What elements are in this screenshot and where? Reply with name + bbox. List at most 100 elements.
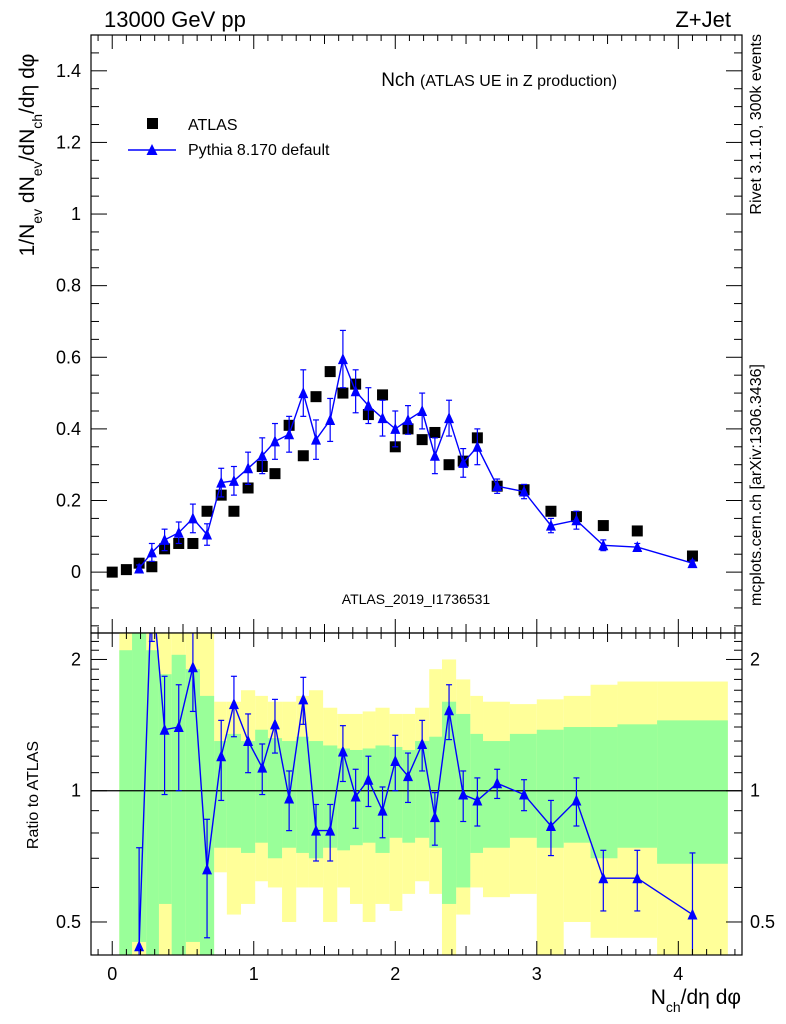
ratio-pythia-point [159, 723, 170, 735]
atlas-data-point [597, 520, 609, 532]
ratio-pythia-point [134, 940, 145, 952]
ratio-pythia-point [269, 718, 280, 730]
pythia-data-point [243, 462, 254, 474]
ratio-pythia-point [519, 788, 530, 800]
pythia-data-point [187, 512, 198, 524]
ratio-pythia-point [492, 777, 503, 789]
pythia-data-point [687, 557, 698, 569]
ratio-y-tick-labels: 0.5 0.5 1 1 2 2 [56, 649, 775, 932]
ratio-band-green [323, 745, 338, 848]
ratio-pythia-point [228, 698, 239, 710]
x-tick-labels: 0 1 2 3 4 [107, 964, 683, 984]
pythia-data-point [173, 526, 184, 538]
atlas-data-point [297, 450, 309, 462]
main-y-tick-label: 1.4 [56, 61, 81, 81]
main-plot-area [106, 329, 698, 578]
ratio-pythia-point [311, 824, 322, 836]
main-y-tick-labels: 0 0.2 0.4 0.6 0.8 1 1.2 1.4 [56, 61, 81, 582]
ratio-pythia-point [350, 790, 361, 802]
ratio-band-green [158, 674, 172, 904]
pythia-data-point [228, 474, 239, 486]
atlas-data-point [146, 561, 158, 573]
legend: ATLAS Pythia 8.170 default [128, 117, 330, 159]
ratio-panel: 0.5 0.5 1 1 2 2 0 1 2 3 4 Ratio to ATLAS Nch/dη d… [25, 577, 775, 1015]
pythia-data-point [202, 528, 213, 540]
ratio-band-green [185, 669, 200, 942]
ratio-pythia-point [284, 792, 295, 804]
ratio-band-green [590, 727, 618, 859]
pythia-data-point [598, 539, 609, 551]
atlas-data-point [686, 550, 698, 562]
main-axis-ticks [91, 35, 742, 633]
ratio-band-green [255, 729, 268, 843]
ratio-band-green [509, 733, 537, 838]
ratio-pythia-point [632, 872, 643, 884]
pythia-data-point [377, 412, 388, 424]
pythia-data-point [363, 399, 374, 411]
legend-atlas-marker [147, 118, 158, 129]
pythia-data-point [311, 433, 322, 445]
pythia-data-point [403, 413, 414, 425]
ratio-y-axis-label: Ratio to ATLAS [25, 741, 42, 849]
ratio-pythia-point [216, 750, 227, 762]
ratio-y-tick-label-right: 2 [750, 649, 760, 669]
x-tick-label: 1 [249, 964, 259, 984]
ratio-pythia-point [363, 773, 374, 785]
x-axis-label: Nch/dη dφ [651, 986, 741, 1015]
ratio-band-green [362, 748, 376, 843]
pythia-data-point [632, 541, 643, 553]
ratio-frame [90, 632, 743, 956]
ratio-pythia-point [390, 754, 401, 766]
ratio-band-green [470, 733, 484, 853]
x-tick-label: 4 [673, 964, 683, 984]
analysis-watermark: ATLAS_2019_I1736531 [342, 591, 491, 607]
main-y-axis-label: 1/Nev dNev/dNch/dη dφ [16, 54, 45, 257]
ratio-band-green [214, 741, 227, 848]
ratio-pythia-point [202, 863, 213, 875]
atlas-data-point [429, 426, 441, 438]
ratio-pythia-point [429, 811, 440, 823]
mcplots-source-label: mcplots.cern.ch [arXiv:1306.3436] [748, 364, 765, 606]
pythia-data-point [257, 449, 268, 461]
ratio-band-green [308, 741, 324, 859]
ratio-pythia-point [403, 770, 414, 782]
ratio-pythia-point [377, 804, 388, 816]
ratio-band-green [119, 650, 133, 955]
pythia-data-point [417, 404, 428, 416]
ratio-y-tick-label: 0.5 [56, 912, 81, 932]
pythia-data-point [337, 353, 348, 365]
ratio-band-green [267, 738, 283, 859]
atlas-data-point [106, 566, 118, 578]
ratio-pythia-point [147, 577, 157, 588]
atlas-data-point [545, 505, 557, 517]
main-y-tick-label: 1 [71, 204, 81, 224]
atlas-data-point [443, 459, 455, 471]
ratio-band-green [483, 741, 510, 848]
ratio-pythia-point [417, 737, 428, 749]
atlas-data-point [377, 389, 389, 401]
atlas-data-point [201, 505, 213, 517]
pythia-data-point [146, 546, 157, 558]
rivet-version-label: Rivet 3.1.10, 300k events [748, 34, 765, 215]
ratio-pythia-point [187, 661, 198, 673]
main-y-tick-label: 0.8 [56, 276, 81, 296]
process-label: Z+Jet [675, 7, 731, 32]
ratio-pythia-point [325, 824, 336, 836]
pythia-data-point [216, 476, 227, 488]
ratio-pythia-point [257, 761, 268, 773]
atlas-data-point [631, 525, 643, 537]
ratio-band-green [146, 650, 159, 955]
ratio-y-tick-label: 1 [71, 781, 81, 801]
atlas-data-point [228, 505, 240, 517]
main-y-tick-label: 0 [71, 562, 81, 582]
ratio-pythia-point [598, 872, 609, 884]
legend-atlas-label: ATLAS [188, 117, 238, 134]
atlas-data-point [324, 366, 336, 378]
ratio-pythia-point [458, 788, 469, 800]
pythia-data-point [284, 428, 295, 440]
atlas-data-point [269, 468, 281, 480]
pythia-data-point [134, 562, 145, 574]
main-y-tick-label: 0.2 [56, 491, 81, 511]
pythia-data-point [492, 480, 503, 492]
